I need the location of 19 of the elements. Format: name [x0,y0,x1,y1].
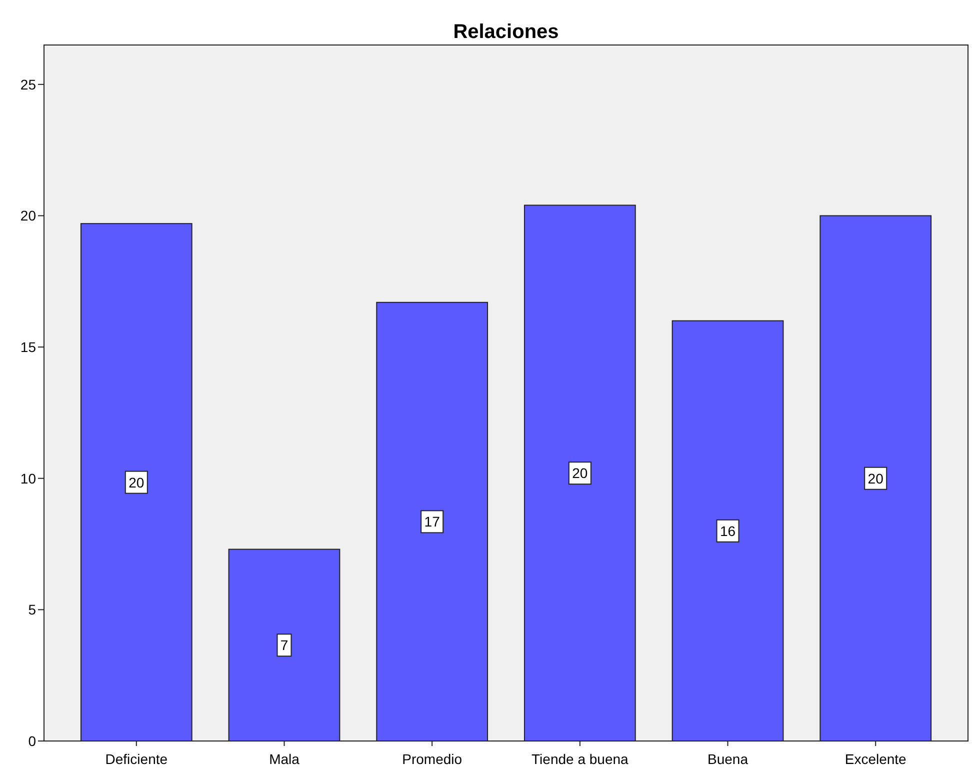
x-tick-label: Mala [269,751,300,767]
y-tick-label: 0 [28,733,36,749]
y-tick-label: 10 [20,470,36,486]
x-tick-label: Promedio [402,751,462,767]
data-label: 16 [720,522,736,539]
data-label: 20 [868,470,884,486]
x-tick-label: Tiende a buena [532,751,629,767]
x-tick-label: Deficiente [105,751,168,767]
data-label: 7 [280,637,288,654]
y-tick-label: 20 [20,208,36,224]
data-label: 20 [572,465,588,482]
x-tick-label: Excelente [844,751,907,767]
x-tick-label: Buena [708,751,748,767]
y-tick-label: 25 [20,76,36,92]
data-label: 17 [424,514,440,530]
y-tick-label: 15 [20,339,36,356]
data-label: 20 [128,474,144,490]
y-tick-label: 5 [28,602,36,618]
chart-title: Relaciones [453,21,559,43]
